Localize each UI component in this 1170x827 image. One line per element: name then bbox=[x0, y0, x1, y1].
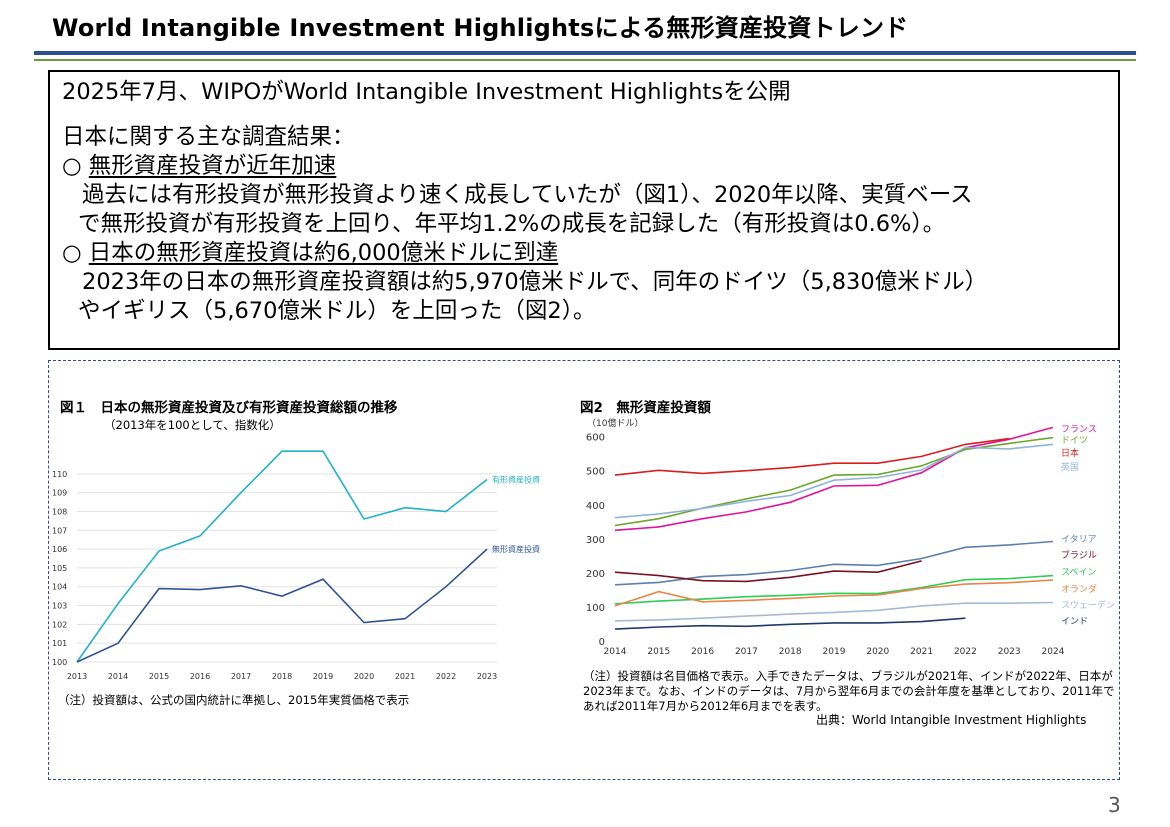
fig2-legend-entry: イタリア bbox=[1061, 534, 1097, 545]
fig2-x-tick-label: 2020 bbox=[866, 647, 889, 657]
fig2-legend-entry: スウェーデン bbox=[1061, 599, 1115, 611]
fig2-x-tick-label: 2023 bbox=[998, 647, 1021, 657]
fig2-source: 出典：World Intangible Investment Highlight… bbox=[816, 713, 1087, 727]
fig1-x-tick-label: 2018 bbox=[272, 672, 292, 681]
fig2-legend-entry: スペイン bbox=[1061, 568, 1096, 578]
fig2-y-tick-label: 200 bbox=[586, 569, 605, 580]
fig1-y-tick-label: 106 bbox=[52, 545, 67, 554]
fig2-y-tick-label: 400 bbox=[586, 501, 605, 512]
fig2-title: 図2 無形資産投資額 bbox=[580, 400, 711, 416]
fig1-series-label: 有形資産投資 bbox=[492, 474, 540, 484]
fig2-y-tick-label: 500 bbox=[586, 467, 605, 478]
fig2-y-tick-label: 600 bbox=[586, 433, 605, 444]
fig2-y-tick-label: 0 bbox=[599, 637, 605, 648]
fig2-x-tick-label: 2014 bbox=[604, 647, 627, 657]
fig1-line-chart: 100 101 102 103 104 105 106 107 108 109 110 2013 201… bbox=[52, 450, 540, 681]
title-rule-green bbox=[34, 59, 1136, 61]
fig2-x-tick-label: 2019 bbox=[823, 647, 846, 657]
fig2-x-tick-label: 2016 bbox=[691, 647, 714, 657]
fig1-title: 図１ 日本の無形資産投資及び有形資産投資総額の推移 bbox=[60, 400, 398, 416]
fig1-y-tick-label: 102 bbox=[52, 620, 67, 629]
title-rule-blue bbox=[34, 51, 1136, 55]
fig2-legend-entry: オランダ bbox=[1061, 583, 1097, 595]
fig2-series-line-0 bbox=[614, 426, 1054, 532]
fig1-x-tick-label: 2015 bbox=[149, 672, 169, 681]
fig1-x-tick-label: 2021 bbox=[395, 672, 415, 681]
fig2-series-line-9 bbox=[614, 617, 966, 630]
fig2-note: （注）投資額は名目価格で表示。入手できたデータは、ブラジルが2021年、インドが… bbox=[583, 669, 1115, 713]
fig1-y-tick-label: 100 bbox=[52, 658, 67, 667]
summary-results-heading: 日本に関する主な調査結果： bbox=[62, 124, 355, 150]
fig1-y-tick-label: 108 bbox=[52, 507, 67, 516]
fig2-legend-entry: ブラジル bbox=[1061, 549, 1097, 561]
fig1-y-tick-label: 107 bbox=[52, 526, 67, 535]
summary-box: 2025年7月、WIPOがWorld Intangible Investment… bbox=[48, 70, 1120, 350]
fig2-legend-entry: ドイツ bbox=[1061, 436, 1088, 446]
fig2-legend-entry: インド bbox=[1061, 617, 1088, 627]
fig1-y-tick-label: 105 bbox=[52, 564, 67, 573]
bullet-1-heading: 無形資産投資が近年加速 bbox=[88, 153, 337, 179]
fig2-series-line-1 bbox=[614, 436, 1054, 527]
fig1-x-tick-label: 2017 bbox=[231, 672, 251, 681]
fig1-series-label: 無形資産投資 bbox=[492, 544, 540, 554]
fig2-series-line-5 bbox=[614, 560, 922, 583]
bullet-2-heading: 日本の無形資産投資は約6,000億米ドルに到達 bbox=[88, 240, 559, 266]
fig2-y-tick-label: 300 bbox=[586, 535, 605, 546]
fig2-y-axis-label: （10億ドル） bbox=[587, 417, 643, 429]
bullet-1: ○ 無形資産投資が近年加速 bbox=[62, 152, 1118, 181]
fig2-x-tick-label: 2022 bbox=[954, 647, 977, 657]
bullet-1-mark: ○ bbox=[62, 153, 89, 179]
fig1-subtitle: （2013年を100として、指数化） bbox=[104, 418, 281, 432]
fig1-note: （注）投資額は、公式の国内統計に準拠し、2015年実質価格で表示 bbox=[58, 693, 410, 707]
bullet-1-text-1: 過去には有形投資が無形投資より速く成長していたが（図1）、2020年以降、実質ベ… bbox=[82, 182, 973, 208]
fig1-x-tick-label: 2014 bbox=[108, 672, 128, 681]
fig1-y-tick-label: 109 bbox=[52, 489, 67, 498]
bullet-1-text-2: で無形投資が有形投資を上回り、年平均1.2%の成長を記録した（有形投資は0.6%… bbox=[78, 211, 946, 237]
fig2-series-line-6 bbox=[614, 574, 1054, 605]
figures-box bbox=[48, 360, 1120, 780]
summary-intro: 2025年7月、WIPOがWorld Intangible Investment… bbox=[62, 79, 791, 105]
fig2-x-tick-label: 2021 bbox=[910, 647, 933, 657]
fig1-y-tick-label: 101 bbox=[52, 639, 67, 648]
fig1-x-tick-label: 2013 bbox=[67, 672, 87, 681]
fig1-series-line-1 bbox=[76, 548, 488, 663]
page-number: 3 bbox=[1108, 793, 1121, 817]
fig2-x-tick-label: 2018 bbox=[779, 647, 802, 657]
fig1-x-tick-label: 2023 bbox=[477, 672, 497, 681]
bullet-2-text-2: やイギリス（5,670億米ドル）を上回った（図2）。 bbox=[78, 298, 596, 324]
bullet-2: ○ 日本の無形資産投資は約6,000億米ドルに到達 bbox=[62, 239, 1118, 268]
fig2-y-tick-label: 100 bbox=[586, 603, 605, 614]
fig2-legend-entry: フランス bbox=[1061, 424, 1097, 435]
fig1-x-tick-label: 2016 bbox=[190, 672, 210, 681]
fig2-series-line-2 bbox=[614, 437, 1010, 476]
page-title: World Intangible Investment Highlightsによ… bbox=[52, 14, 909, 42]
fig2-series-line-7 bbox=[614, 579, 1054, 607]
fig1-series-line-0 bbox=[76, 450, 488, 663]
fig1-x-tick-label: 2019 bbox=[313, 672, 333, 681]
fig1-y-tick-label: 103 bbox=[52, 602, 67, 611]
fig2-legend-entry: 日本 bbox=[1061, 447, 1079, 459]
fig2-line-chart: （10億ドル） 0 100 200 300 400 500 600 2014 2015 2016 20… bbox=[586, 417, 1115, 657]
fig1-x-tick-label: 2022 bbox=[436, 672, 456, 681]
fig2-x-tick-label: 2015 bbox=[647, 647, 670, 657]
fig2-x-tick-label: 2024 bbox=[1042, 647, 1065, 657]
fig1-y-tick-label: 110 bbox=[52, 470, 67, 479]
fig2-series-line-8 bbox=[614, 601, 1054, 622]
fig2-series-line-3 bbox=[614, 443, 1054, 519]
fig2-legend-entry: 英国 bbox=[1061, 461, 1079, 473]
fig1-y-tick-label: 104 bbox=[52, 583, 67, 592]
fig2-x-tick-label: 2017 bbox=[735, 647, 758, 657]
bullet-2-text-1: 2023年の日本の無形資産投資額は約5,970億米ドルで、同年のドイツ（5,83… bbox=[82, 269, 988, 295]
fig1-x-tick-label: 2020 bbox=[354, 672, 374, 681]
bullet-2-mark: ○ bbox=[62, 240, 89, 266]
